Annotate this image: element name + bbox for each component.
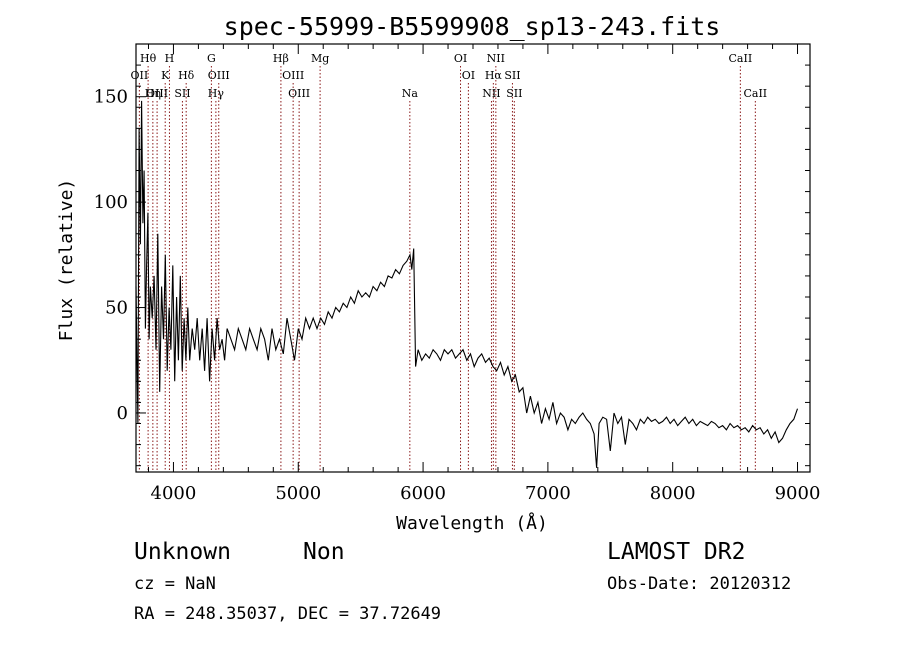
object-class-label: Unknown [134, 539, 231, 565]
marker-label: OIII [282, 69, 304, 82]
marker-label: OIII [288, 87, 310, 100]
marker-label: SII [174, 87, 190, 100]
plot-frame [135, 43, 811, 473]
marker-label: OII [131, 69, 149, 82]
x-axis-label: Wavelength (Å) [396, 512, 548, 534]
x-tick-label: 4000 [151, 483, 197, 504]
x-tick-label: 9000 [775, 483, 821, 504]
chart-title: spec-55999-B5599908_sp13-243.fits [224, 12, 721, 41]
marker-label: OI [454, 52, 467, 65]
marker-label: SII [504, 69, 520, 82]
obs-date-label: Obs-Date: 20120312 [607, 574, 791, 594]
subclass-label: Non [303, 539, 345, 565]
marker-label: NII [487, 52, 505, 65]
y-axis-ticks: 0 50 100 150 [94, 43, 810, 467]
cz-label: cz = NaN [134, 574, 216, 594]
line-marker-lines [138, 66, 756, 472]
marker-label: Hα [485, 69, 503, 82]
marker-label: Hθ [140, 52, 157, 65]
marker-label: Hβ [273, 52, 289, 65]
marker-label: H [165, 52, 175, 65]
y-axis-label: Flux (relative) [56, 179, 77, 342]
y-tick-label: 0 [117, 403, 128, 424]
marker-label: CaII [729, 52, 753, 65]
y-tick-label: 100 [94, 192, 128, 213]
marker-label: K [161, 69, 170, 82]
spectrum-line [135, 100, 799, 468]
x-tick-label: 8000 [650, 483, 696, 504]
marker-label: CaII [743, 87, 767, 100]
x-tick-label: 7000 [525, 483, 571, 504]
x-tick-label: 5000 [275, 483, 321, 504]
survey-label: LAMOST DR2 [607, 539, 745, 565]
marker-label: Na [402, 87, 419, 100]
marker-label: Mg [311, 52, 329, 65]
y-tick-label: 50 [105, 298, 128, 319]
x-tick-label: 6000 [400, 483, 446, 504]
marker-label: Hη [145, 87, 161, 100]
marker-label: Hδ [178, 69, 195, 82]
marker-label: Hγ [208, 87, 225, 100]
marker-label: G [207, 52, 216, 65]
marker-label: NII [482, 87, 500, 100]
marker-label: SII [506, 87, 522, 100]
marker-label: OIII [208, 69, 230, 82]
radec-label: RA = 248.35037, DEC = 37.72649 [134, 604, 441, 624]
y-tick-label: 150 [94, 87, 128, 108]
marker-label: OI [462, 69, 475, 82]
x-axis-ticks: 4000 5000 6000 7000 8000 9000 [147, 44, 821, 504]
marker-label: OIII [146, 87, 168, 100]
